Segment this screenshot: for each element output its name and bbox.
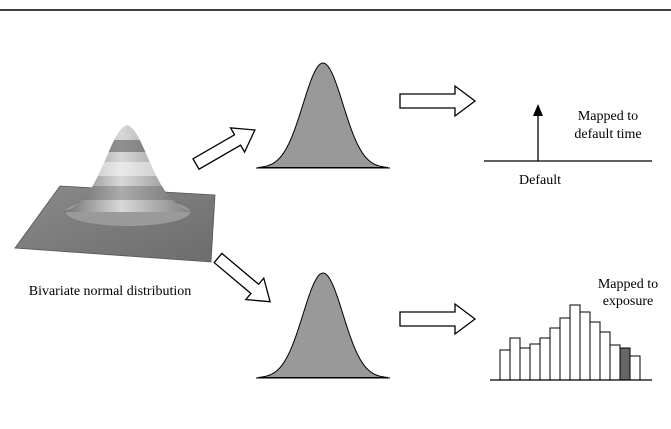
bivariate-label: Bivariate normal distribution	[29, 284, 192, 299]
histogram-bar	[520, 348, 530, 380]
histogram-bar	[570, 305, 580, 380]
histogram-bar	[600, 332, 610, 380]
histogram-bar	[540, 338, 550, 380]
mapped-label: Mapped to	[578, 109, 638, 124]
histogram-bar	[620, 348, 630, 380]
default-arrowhead	[533, 104, 543, 116]
histogram-bar	[630, 356, 640, 380]
histogram-bar	[610, 345, 620, 380]
exposure-histogram	[500, 305, 640, 380]
diagram: Bivariate normal distribution Mapped to …	[0, 0, 671, 429]
histogram-bar	[510, 338, 520, 380]
mapped-label: default time	[574, 127, 641, 142]
mapped-label: Mapped to	[598, 277, 658, 292]
histogram-bar	[550, 328, 560, 380]
histogram-bar	[500, 350, 510, 380]
normal-curve	[258, 63, 388, 167]
histogram-bar	[590, 322, 600, 380]
default-label: Default	[519, 173, 561, 188]
bivariate-surface	[15, 125, 215, 262]
mapped-label: exposure	[603, 294, 654, 309]
histogram-bar	[530, 344, 540, 380]
histogram-bar	[560, 318, 570, 380]
normal-curve	[258, 273, 388, 377]
histogram-bar	[580, 312, 590, 380]
